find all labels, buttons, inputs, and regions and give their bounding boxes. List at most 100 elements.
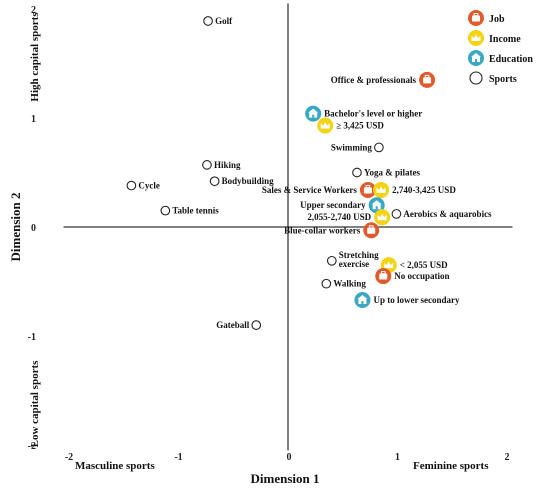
crown-icon	[376, 186, 386, 193]
school-door-icon	[361, 301, 364, 305]
point-education: Bachelor's level or higher	[305, 105, 422, 122]
briefcase-icon	[472, 15, 480, 22]
school-door-icon	[375, 206, 378, 210]
school-roof-icon	[471, 53, 481, 57]
legend-item-job: Job	[468, 10, 505, 26]
sports-marker	[203, 16, 213, 26]
point-income: 2,055-2,740 USD	[307, 209, 391, 226]
point-label: Cycle	[138, 181, 160, 191]
sports-marker	[326, 255, 337, 266]
y-tick-label: 0	[31, 223, 36, 234]
x-tick-label: -1	[174, 452, 182, 463]
legend-label: Sports	[489, 74, 517, 85]
point-job: Blue-collar workers	[284, 222, 380, 239]
sports-marker	[209, 176, 220, 187]
point-sports: Bodybuilding	[209, 176, 275, 187]
point-label: Walking	[333, 279, 366, 289]
point-label: Upper secondary	[300, 200, 366, 210]
y-tick-label: -2	[28, 441, 36, 452]
point-label: Blue-collar workers	[284, 225, 361, 235]
point-label: Stretching	[339, 250, 379, 260]
sports-marker	[469, 71, 483, 85]
point-job: No occupation	[375, 268, 450, 285]
y-bottom-end-label: Low capital sports	[29, 360, 41, 448]
legend-item-education: Education	[468, 50, 533, 66]
sports-marker	[352, 167, 362, 178]
point-sports: Golf	[203, 16, 233, 26]
x-tick-label: -2	[65, 452, 73, 463]
point-sports: Gateball	[216, 320, 262, 330]
point-label: Gateball	[216, 320, 249, 330]
point-label: 2,740-3,425 USD	[392, 185, 456, 195]
legend-label: Income	[489, 34, 521, 45]
briefcase-icon	[367, 227, 376, 234]
school-roof-icon	[357, 295, 368, 300]
legend-label: Education	[489, 54, 533, 65]
briefcase-handle-icon	[424, 74, 430, 79]
briefcase-handle-icon	[380, 271, 386, 275]
school-door-icon	[475, 59, 477, 62]
point-label: Sales & Service Workers	[262, 185, 358, 195]
sports-marker	[374, 142, 384, 153]
point-income: 2,740-3,425 USD	[373, 181, 456, 198]
point-education: Upper secondary	[300, 197, 385, 214]
point-sports: Hiking	[202, 160, 241, 170]
point-label: < 2,055 USD	[400, 260, 448, 270]
x-tick-label: 2	[505, 452, 510, 463]
legend-item-income: Income	[468, 30, 521, 46]
point-sports: Walking	[321, 278, 366, 289]
point-income: ≥ 3,425 USD	[317, 117, 384, 134]
point-label: Swimming	[331, 142, 373, 152]
chart-legend: Job Income Education Sports	[468, 10, 533, 85]
point-label: exercise	[339, 259, 369, 269]
briefcase-handle-icon	[368, 225, 374, 229]
x-tick-label: 0	[287, 452, 292, 463]
sports-marker	[160, 205, 171, 216]
y-tick-label: -1	[28, 332, 36, 343]
school-door-icon	[312, 114, 315, 118]
point-job: Sales & Service Workers	[262, 181, 376, 198]
x-tick-label: 1	[395, 452, 400, 463]
point-label: ≥ 3,425 USD	[336, 121, 384, 131]
point-label: Aerobics & aquarobics	[403, 209, 492, 219]
x-left-end-label: Masculine sports	[75, 460, 155, 472]
chart-axes	[63, 3, 513, 451]
point-job: Office & professionals	[331, 71, 436, 88]
point-label: Table tennis	[172, 206, 219, 216]
point-label: Bachelor's level or higher	[324, 109, 422, 119]
sports-marker	[202, 160, 212, 170]
point-sports: Swimming	[331, 142, 384, 153]
x-axis-title: Dimension 1	[251, 471, 320, 486]
chart-ticks: -2 -1 0 1 2 -2 -1 0 1 2	[28, 5, 510, 463]
sports-marker	[126, 180, 137, 191]
point-label: Golf	[215, 16, 233, 26]
point-education: Up to lower secondary	[354, 292, 460, 309]
point-sports: Yoga & pilates	[352, 167, 420, 178]
point-label: Up to lower secondary	[373, 295, 460, 305]
point-label: No occupation	[394, 271, 449, 281]
school-roof-icon	[371, 200, 382, 205]
y-axis-title: Dimension 2	[8, 193, 23, 262]
crown-icon	[471, 34, 481, 41]
legend-label: Job	[489, 14, 505, 25]
sports-marker	[251, 320, 262, 330]
sports-marker	[391, 209, 402, 219]
point-sports: Aerobics & aquarobics	[391, 209, 492, 219]
point-sports: Table tennis	[160, 205, 219, 216]
briefcase-icon	[363, 187, 372, 194]
briefcase-icon	[423, 77, 432, 84]
x-right-end-label: Feminine sports	[413, 460, 489, 472]
point-label: 2,055-2,740 USD	[307, 212, 371, 222]
crown-icon	[377, 213, 387, 221]
briefcase-handle-icon	[365, 184, 371, 189]
sports-marker	[321, 278, 332, 289]
briefcase-handle-icon	[473, 13, 479, 17]
point-label: Yoga & pilates	[364, 168, 420, 178]
crown-icon	[320, 122, 330, 129]
point-label: Office & professionals	[331, 75, 417, 85]
briefcase-icon	[379, 273, 388, 280]
y-tick-label: 1	[31, 114, 36, 125]
school-roof-icon	[308, 108, 319, 113]
point-label: Bodybuilding	[222, 176, 275, 186]
